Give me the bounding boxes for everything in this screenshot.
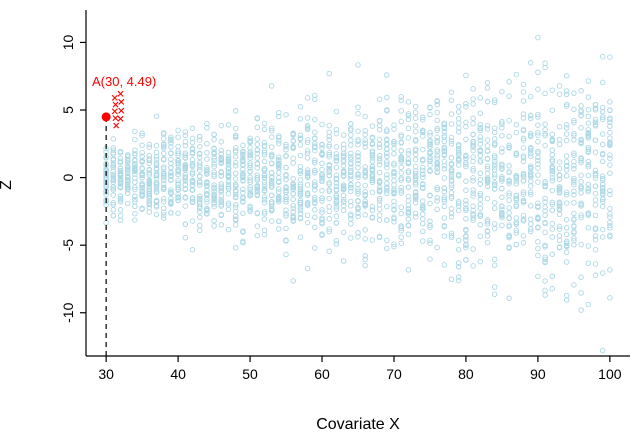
cross-marker — [111, 108, 118, 115]
cross-marker — [113, 122, 120, 129]
cross-marker — [112, 101, 119, 108]
cross-marker — [112, 115, 119, 122]
x-tick-label: 30 — [98, 366, 114, 382]
y-tick-label: 10 — [60, 34, 76, 50]
cross-marker — [118, 98, 125, 105]
x-tick-label: 70 — [386, 366, 402, 382]
cross-markers — [111, 90, 125, 129]
y-tick-label: 5 — [60, 106, 76, 114]
x-tick-label: 80 — [458, 366, 474, 382]
x-axis-title: Covariate X — [316, 416, 400, 433]
cross-marker — [117, 115, 124, 122]
scatter-points — [103, 34, 613, 354]
y-tick-label: -10 — [60, 302, 76, 322]
cross-marker — [117, 90, 124, 97]
y-tick-label: -5 — [60, 239, 76, 252]
cross-marker — [118, 107, 125, 114]
cross-marker — [111, 94, 118, 101]
highlight-point — [101, 112, 111, 122]
x-tick-label: 50 — [242, 366, 258, 382]
x-tick-label: 40 — [170, 366, 186, 382]
x-tick-label: 90 — [530, 366, 546, 382]
x-tick-label: 100 — [598, 366, 622, 382]
x-tick-label: 60 — [314, 366, 330, 382]
y-axis-title: Z — [0, 180, 16, 190]
axes — [80, 10, 630, 362]
y-tick-label: 0 — [60, 173, 76, 181]
highlight-point-label: A(30, 4.49) — [92, 74, 157, 89]
